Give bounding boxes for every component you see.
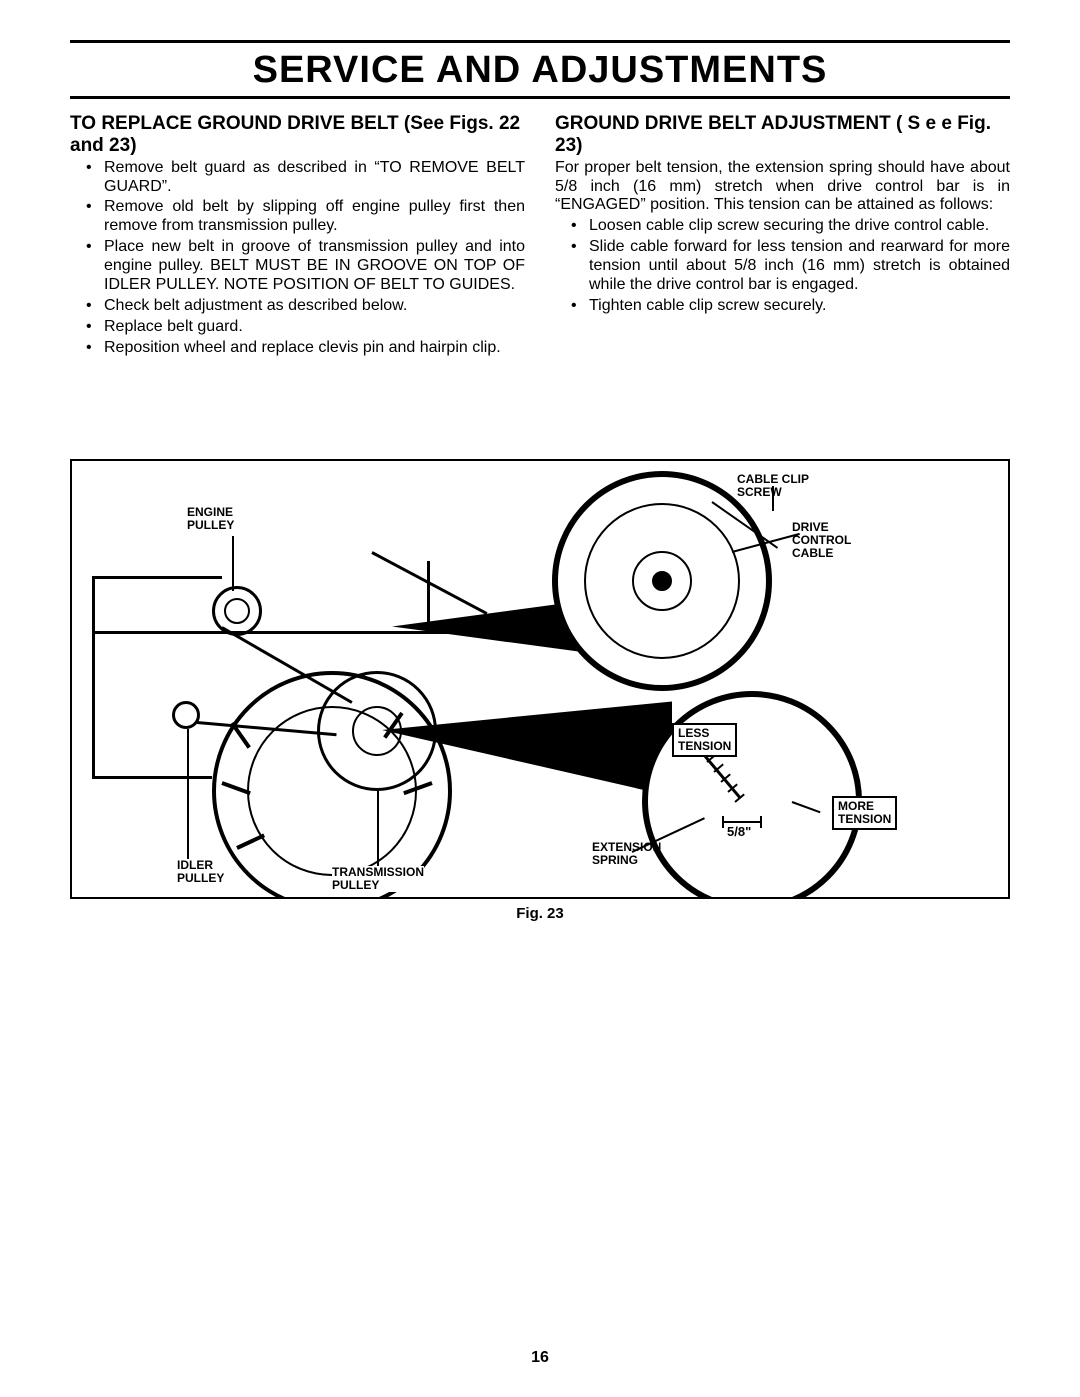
figure-caption: Fig. 23 — [70, 905, 1010, 922]
label-less-tension: LESS TENSION — [672, 723, 737, 756]
list-item: Slide cable forward for less tension and… — [589, 238, 1010, 295]
list-item: Replace belt guard. — [104, 318, 525, 337]
list-item: Remove old belt by slipping off engine p… — [104, 198, 525, 236]
figure-23: ENGINE PULLEY CABLE CLIP SCREW DRIVE CON… — [70, 459, 1010, 899]
label-drive-control-cable: DRIVE CONTROL CABLE — [792, 521, 851, 559]
list-item: Place new belt in groove of transmission… — [104, 238, 525, 295]
list-item: Check belt adjustment as described below… — [104, 297, 525, 316]
label-engine-pulley: ENGINE PULLEY — [187, 506, 234, 531]
label-extension-spring: EXTENSION SPRING — [592, 841, 661, 866]
label-more-tension: MORE TENSION — [832, 796, 897, 829]
list-item: Tighten cable clip screw securely. — [589, 297, 1010, 316]
label-transmission-pulley: TRANSMISSION PULLEY — [332, 866, 424, 891]
right-column: GROUND DRIVE BELT ADJUSTMENT ( S e e Fig… — [555, 113, 1010, 359]
right-para: For proper belt tension, the extension s… — [555, 159, 1010, 216]
label-cable-clip-screw: CABLE CLIP SCREW — [737, 473, 809, 498]
label-idler-pulley: IDLER PULLEY — [177, 859, 224, 884]
left-heading: TO REPLACE GROUND DRIVE BELT (See Figs. … — [70, 113, 525, 157]
right-heading: GROUND DRIVE BELT ADJUSTMENT ( S e e Fig… — [555, 113, 1010, 157]
page-number: 16 — [0, 1349, 1080, 1367]
list-item: Loosen cable clip screw securing the dri… — [589, 217, 1010, 236]
right-bullets: Loosen cable clip screw securing the dri… — [555, 217, 1010, 315]
left-column: TO REPLACE GROUND DRIVE BELT (See Figs. … — [70, 113, 525, 359]
label-five-eighths: 5/8" — [727, 825, 751, 839]
list-item: Reposition wheel and replace clevis pin … — [104, 339, 525, 358]
page-title: SERVICE AND ADJUSTMENTS — [70, 49, 1010, 92]
list-item: Remove belt guard as described in “TO RE… — [104, 159, 525, 197]
left-bullets: Remove belt guard as described in “TO RE… — [70, 159, 525, 358]
